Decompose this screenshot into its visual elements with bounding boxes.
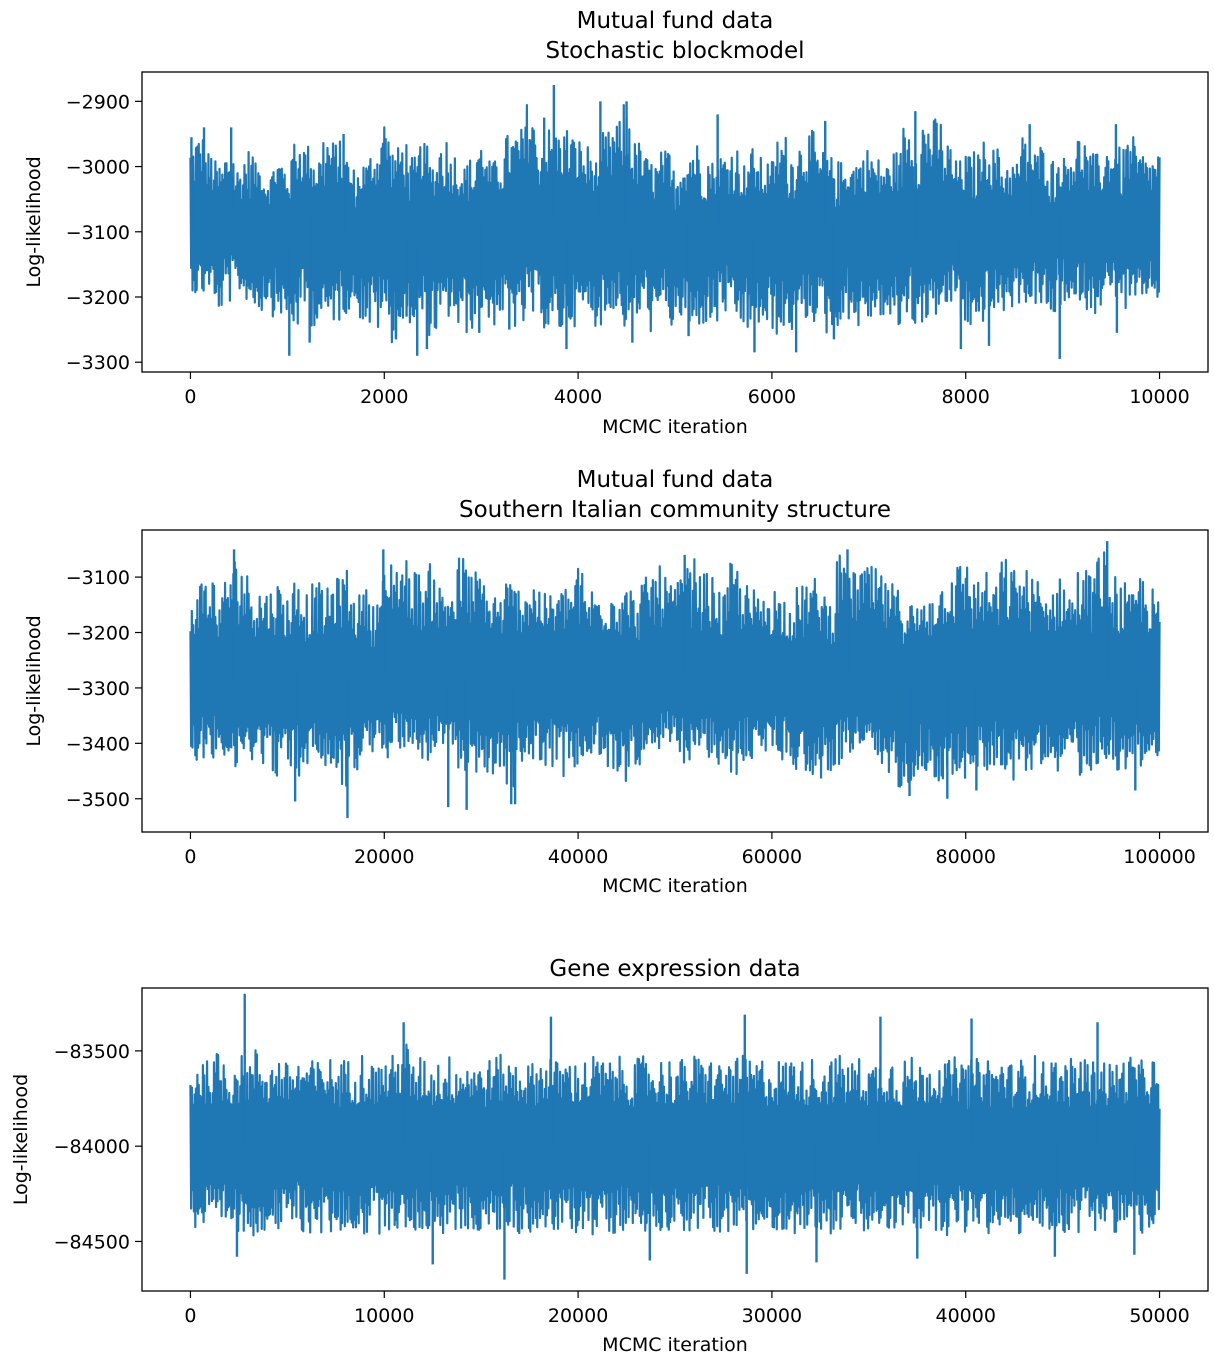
x-axis-label: MCMC iteration [602,875,748,897]
y-tick-label: −2900 [66,91,130,113]
chart-panel-2: Mutual fund data Southern Italian communi… [23,467,1209,897]
x-tick-label: 60000 [742,846,802,868]
x-tick-label: 6000 [748,386,796,408]
y-tick-label: −83500 [54,1041,130,1063]
y-tick-label: −3000 [66,157,130,179]
y-tick-label: −84500 [54,1231,130,1253]
x-axis-label: MCMC iteration [602,416,748,438]
chart-title-line: Stochastic blockmodel [546,38,805,64]
chart-title-line: Mutual fund data [577,8,774,34]
axes-frame [141,71,1209,373]
trace-line [189,551,1161,788]
chart-title-line: Southern Italian community structure [459,497,891,523]
trace-line [189,1043,1161,1237]
x-tick-label: 30000 [742,1305,802,1327]
y-tick-label: −3500 [66,789,130,811]
x-tick-label: 8000 [942,386,990,408]
y-tick-label: −3300 [66,678,130,700]
x-tick-label: 4000 [554,386,602,408]
axes-frame [141,987,1209,1292]
y-axis-label: Log-likelihood [10,1074,32,1205]
x-tick-label: 10000 [1129,386,1189,408]
x-tick-label: 80000 [936,846,996,868]
x-tick-label: 50000 [1129,1305,1189,1327]
x-axis-label: MCMC iteration [602,1334,748,1356]
x-tick-label: 0 [184,386,196,408]
y-tick-label: −3200 [66,287,130,309]
chart-panel-1: Mutual fund data Stochastic blockmodel 0 20… [23,8,1209,438]
y-axis-label: Log-likelihood [23,615,45,746]
x-tick-label: 40000 [548,846,608,868]
y-tick-label: −3100 [66,567,130,589]
x-tick-label: 20000 [548,1305,608,1327]
x-tick-label: 20000 [354,846,414,868]
x-tick-label: 2000 [360,386,408,408]
chart-panel-3: Gene expression data 0 10000 20000 30000 4000… [10,956,1209,1356]
chart-title-line: Gene expression data [549,956,800,982]
x-tick-label: 100000 [1123,846,1196,868]
axes-frame [141,529,1209,833]
y-tick-label: −3100 [66,222,130,244]
y-tick-label: −3200 [66,623,130,645]
y-tick-label: −3300 [66,352,130,374]
x-tick-label: 0 [184,846,196,868]
y-tick-label: −3400 [66,733,130,755]
x-tick-label: 0 [184,1305,196,1327]
y-axis-label: Log-likelihood [23,156,45,287]
x-tick-label: 10000 [354,1305,414,1327]
x-tick-label: 40000 [936,1305,996,1327]
chart-title-line: Mutual fund data [577,467,774,493]
trace-line [189,103,1161,344]
y-tick-label: −84000 [54,1136,130,1158]
